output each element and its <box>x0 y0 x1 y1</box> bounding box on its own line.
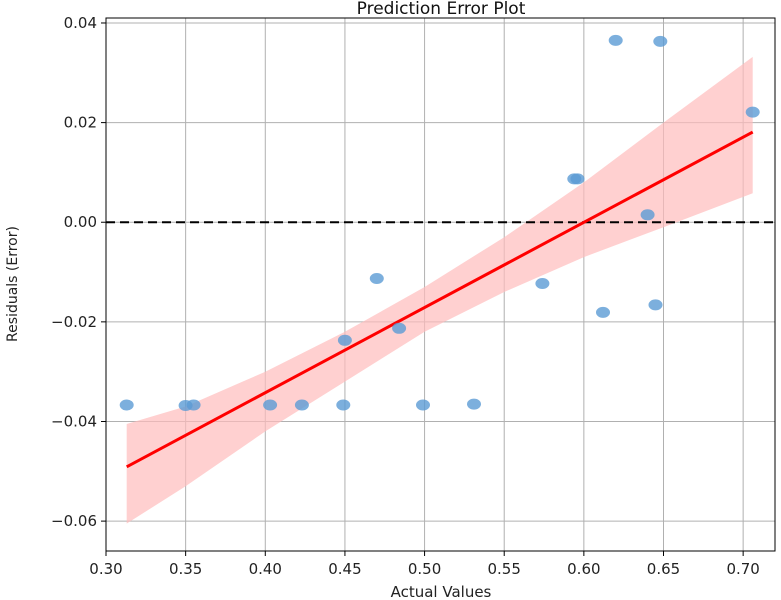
x-tick-label: 0.70 <box>726 560 759 578</box>
scatter-point <box>640 209 655 221</box>
y-ticks-layer: 0.04 0.02 0.00 −0.02 −0.04 −0.06 <box>51 14 106 530</box>
scatter-point <box>369 273 384 284</box>
x-tick-label: 0.60 <box>567 560 600 578</box>
chart-title: Prediction Error Plot <box>357 0 526 19</box>
x-tick-label: 0.30 <box>89 560 122 578</box>
y-tick-label: −0.06 <box>51 512 97 530</box>
scatter-point <box>570 173 585 185</box>
scatter-point <box>392 322 407 334</box>
y-tick-label: 0.04 <box>64 14 97 32</box>
scatter-point <box>608 34 623 46</box>
scatter-point <box>535 278 550 289</box>
x-axis-label: Actual Values <box>391 583 492 600</box>
scatter-point <box>337 334 352 346</box>
regression-line <box>125 130 754 469</box>
scatter-point <box>294 399 309 411</box>
x-tick-label: 0.65 <box>647 560 680 578</box>
scatter-point <box>336 399 351 411</box>
scatter-point <box>653 35 668 47</box>
x-ticks-layer: 0.30 0.35 0.40 0.45 0.50 0.55 0.60 0.65 0.70 <box>89 551 760 578</box>
y-tick-label: 0.00 <box>64 213 97 231</box>
scatter-points-layer <box>119 34 760 411</box>
scatter-point <box>263 399 278 411</box>
x-tick-label: 0.45 <box>328 560 361 578</box>
y-axis-label: Residuals (Error) <box>5 226 21 342</box>
y-tick-label: −0.04 <box>51 412 97 430</box>
confidence-band <box>126 56 753 524</box>
x-tick-label: 0.35 <box>169 560 202 578</box>
x-tick-label: 0.50 <box>408 560 441 578</box>
scatter-point <box>467 398 481 410</box>
scatter-point <box>648 299 663 311</box>
scatter-point <box>745 106 760 118</box>
x-tick-label: 0.55 <box>488 560 521 578</box>
x-tick-label: 0.40 <box>249 560 282 578</box>
scatter-point <box>416 399 430 411</box>
y-tick-label: 0.02 <box>64 114 97 132</box>
scatter-point <box>186 399 201 411</box>
regression-line-layer <box>125 130 754 469</box>
scatter-point <box>596 306 610 318</box>
scatter-point <box>119 399 134 411</box>
plot-frame <box>105 17 776 552</box>
y-tick-label: −0.02 <box>51 313 97 331</box>
confidence-band-layer <box>126 56 753 524</box>
